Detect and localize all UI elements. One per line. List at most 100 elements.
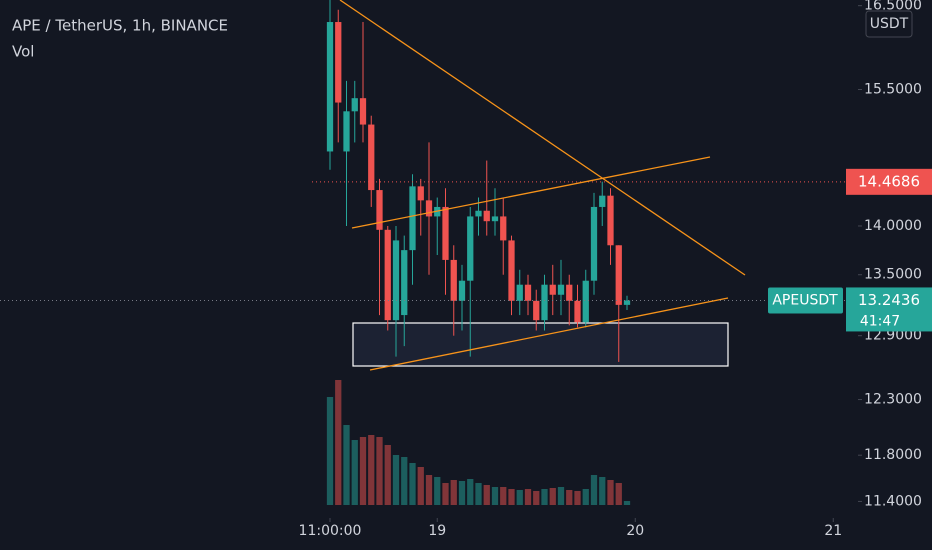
- candle-body: [491, 216, 499, 222]
- volume-bar: [549, 488, 556, 505]
- y-tick-label: 11.4000: [864, 493, 922, 509]
- candle-body: [368, 124, 375, 191]
- volume-bar: [467, 479, 474, 505]
- volume-bar: [582, 489, 589, 505]
- last-price-box: [846, 287, 932, 332]
- candle-body: [458, 280, 466, 301]
- volume-bar: [359, 437, 367, 505]
- volume-bar: [384, 445, 391, 505]
- candle-body: [401, 250, 408, 316]
- candle-body: [425, 200, 433, 217]
- volume-bar: [475, 483, 482, 505]
- candle-body: [359, 98, 367, 125]
- volume-label: Vol: [12, 43, 34, 61]
- x-tick-label: 20: [626, 523, 644, 539]
- candle-body: [557, 284, 565, 295]
- candle-body: [541, 284, 548, 321]
- volume-bar: [401, 457, 408, 505]
- candle-body: [475, 210, 482, 217]
- volume-bar: [434, 477, 441, 505]
- support-zone: [352, 322, 729, 367]
- currency-box: [865, 10, 913, 38]
- marker-price-box: [846, 168, 932, 195]
- candle-body: [516, 284, 523, 301]
- candle-body: [467, 216, 474, 281]
- volume-bar: [524, 489, 532, 505]
- overlay: [339, 0, 746, 371]
- candle-body: [343, 111, 350, 152]
- volume-bar: [607, 480, 614, 505]
- candle-body: [500, 216, 507, 241]
- candle-body: [533, 300, 540, 321]
- candle-body: [615, 245, 622, 305]
- candle-body: [574, 300, 581, 323]
- candle-body: [524, 284, 532, 301]
- volume-bar: [376, 437, 383, 505]
- volume-bar: [615, 483, 622, 505]
- volume-bar: [343, 425, 350, 505]
- volume-bar: [483, 485, 490, 505]
- chart-title: APE / TetherUS, 1h, BINANCE: [12, 17, 228, 35]
- volume-bar: [425, 475, 433, 505]
- x-tick-label: 21: [824, 523, 842, 539]
- trend-line: [369, 297, 729, 371]
- candle-body: [351, 98, 358, 112]
- candle-body: [442, 206, 449, 260]
- currency: USDT: [870, 16, 909, 32]
- y-tick-label: 15.5000: [864, 82, 922, 98]
- x-tick-label: 19: [428, 523, 446, 539]
- volume-bar: [442, 483, 449, 505]
- y-tick-label: 16.5000: [864, 0, 922, 14]
- volume-bar: [566, 490, 573, 505]
- candle-body: [326, 22, 334, 152]
- candle-body: [409, 186, 416, 251]
- candle-body: [450, 259, 457, 301]
- volume-bar: [392, 455, 400, 505]
- volume-bar: [557, 487, 565, 505]
- y-tick-label: 14.0000: [864, 218, 922, 234]
- last-price-label: 13.2436: [858, 291, 920, 309]
- volume-bar: [351, 440, 358, 505]
- candle-body: [335, 22, 342, 103]
- volume-bar: [409, 463, 416, 505]
- candle-body: [384, 229, 391, 321]
- volume-bar: [574, 491, 581, 505]
- candle-body: [582, 280, 589, 323]
- candle-body: [623, 300, 631, 305]
- volume-bar: [623, 501, 631, 505]
- trend-line: [351, 156, 711, 229]
- volume-bar: [533, 491, 540, 505]
- marker-price-label: 14.4686: [858, 172, 920, 190]
- candle-body: [549, 284, 556, 295]
- volume-bar: [500, 487, 507, 505]
- y-tick-label: 13.5000: [864, 267, 922, 283]
- y-tick-label: 11.8000: [864, 447, 922, 463]
- volume-bar: [516, 490, 523, 505]
- candle-body: [508, 240, 515, 301]
- candle-body: [590, 206, 598, 281]
- countdown: 41:47: [860, 313, 900, 329]
- candle-body: [607, 195, 614, 246]
- candle-body: [392, 240, 400, 321]
- volume-bar: [508, 489, 515, 505]
- x-tick-label: 11:00:00: [299, 523, 362, 539]
- volume-bar: [450, 480, 457, 505]
- candle-body: [376, 190, 383, 230]
- volume-bar: [541, 489, 548, 505]
- candle-body: [599, 195, 606, 207]
- y-tick-label: 12.9000: [864, 328, 922, 344]
- volume-bar: [335, 380, 342, 505]
- y-tick-label: 12.3000: [864, 392, 922, 408]
- volume-bar: [417, 467, 424, 505]
- candle-body: [566, 284, 573, 301]
- volume-bar: [368, 435, 375, 505]
- volume-bar: [590, 475, 598, 505]
- marks: [0, 0, 858, 505]
- volume-bar: [491, 487, 499, 505]
- candle-body: [417, 186, 424, 201]
- volume-bar: [458, 481, 466, 505]
- trend-line: [339, 0, 746, 276]
